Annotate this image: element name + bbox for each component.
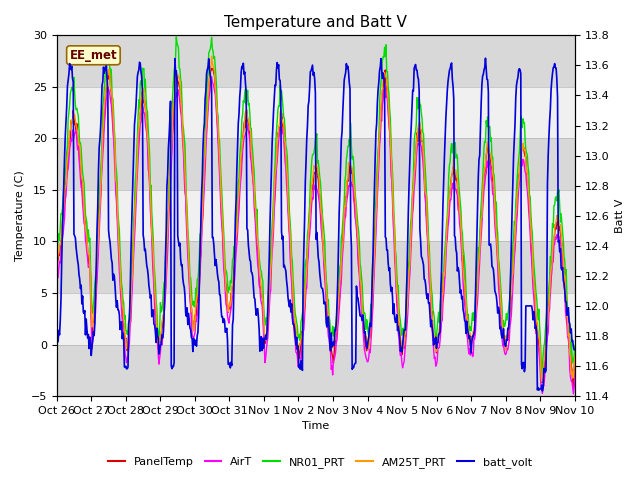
- Bar: [57, 87, 575, 138]
- Bar: [57, 138, 575, 190]
- Title: Temperature and Batt V: Temperature and Batt V: [224, 15, 407, 30]
- Bar: [57, 36, 575, 87]
- Y-axis label: Batt V: Batt V: [615, 199, 625, 233]
- Bar: [57, 241, 575, 293]
- Legend: PanelTemp, AirT, NR01_PRT, AM25T_PRT, batt_volt: PanelTemp, AirT, NR01_PRT, AM25T_PRT, ba…: [104, 452, 536, 472]
- Bar: [57, 345, 575, 396]
- Text: EE_met: EE_met: [70, 49, 117, 62]
- Bar: [57, 293, 575, 345]
- Y-axis label: Temperature (C): Temperature (C): [15, 170, 25, 261]
- Bar: [57, 190, 575, 241]
- X-axis label: Time: Time: [302, 421, 330, 432]
